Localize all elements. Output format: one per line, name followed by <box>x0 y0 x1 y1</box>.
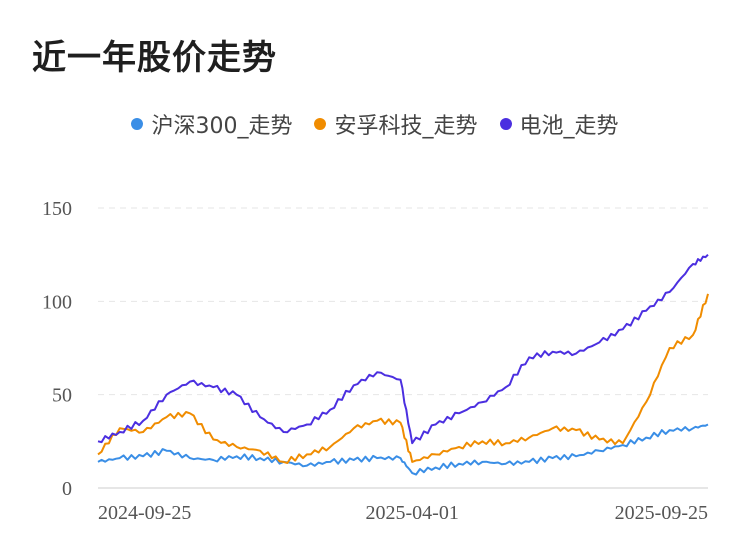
y-axis-ticks: 150 100 50 0 <box>42 198 72 500</box>
x-axis-ticks: 2024-09-25 2025-04-01 2025-09-25 <box>98 502 708 524</box>
y-tick-label: 0 <box>62 478 72 500</box>
grid-lines <box>98 207 708 489</box>
series-line-0 <box>97 423 709 476</box>
x-tick-label: 2025-04-01 <box>366 502 459 524</box>
legend-item-battery[interactable]: 电池_走势 <box>499 108 619 140</box>
legend-dot-battery <box>499 118 512 130</box>
legend-item-anfu[interactable]: 安孚科技_走势 <box>314 108 478 140</box>
chart-title: 近一年股价走势 <box>32 38 277 78</box>
legend: 沪深300_走势 安孚科技_走势 电池_走势 <box>0 108 750 140</box>
series-line-1 <box>97 293 709 464</box>
legend-dot-anfu <box>314 118 327 130</box>
x-tick-label: 2025-09-25 <box>615 502 708 524</box>
y-tick-label: 100 <box>42 291 72 313</box>
y-tick-label: 50 <box>52 385 72 407</box>
legend-item-hs300[interactable]: 沪深300_走势 <box>131 108 292 140</box>
legend-dot-hs300 <box>131 118 144 130</box>
legend-label-anfu: 安孚科技_走势 <box>334 114 478 139</box>
legend-label-battery: 电池_走势 <box>519 114 619 139</box>
x-tick-label: 2024-09-25 <box>98 502 191 524</box>
series-lines <box>97 253 709 476</box>
series-line-2 <box>97 253 709 445</box>
legend-label-hs300: 沪深300_走势 <box>151 114 293 139</box>
y-tick-label: 150 <box>42 198 72 220</box>
